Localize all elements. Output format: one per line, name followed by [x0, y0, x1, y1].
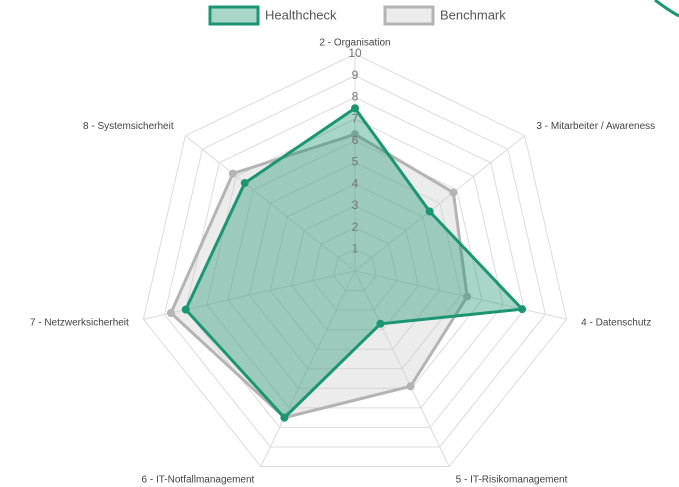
axis-label: 5 - IT-Risikomanagement	[456, 475, 568, 486]
spoke	[354, 270, 450, 467]
r-tick-label: 9	[352, 68, 359, 82]
spoke	[185, 135, 356, 272]
legend: Healthcheck Benchmark	[208, 5, 506, 26]
point	[240, 179, 249, 188]
grid-ring	[333, 248, 377, 292]
spoke	[354, 270, 567, 320]
point	[181, 305, 190, 314]
axis-label: 7 - Netzwerksicherheit	[30, 317, 129, 328]
series-area	[184, 106, 524, 420]
point	[425, 207, 434, 216]
point	[228, 169, 237, 178]
grid-ring	[142, 53, 568, 468]
r-tick-label: 5	[352, 155, 359, 169]
corner-decoration	[654, 0, 679, 18]
point	[449, 188, 458, 197]
point	[406, 382, 415, 391]
r-tick-label: 10	[348, 46, 362, 60]
grid-ring	[227, 140, 483, 389]
r-tick-label: 2	[352, 220, 359, 234]
grid-ring	[206, 118, 504, 409]
axis-label: 4 - Datenschutz	[581, 317, 651, 328]
legend-label: Healthcheck	[265, 7, 337, 22]
grid-ring	[290, 205, 420, 331]
r-tick-label: 3	[352, 198, 359, 212]
axis-label: 8 - Systemsicherheit	[83, 121, 174, 132]
r-tick-label: 8	[352, 90, 359, 104]
r-tick-label: 6	[352, 133, 359, 147]
point	[166, 309, 175, 318]
legend-swatch	[208, 5, 260, 26]
grid-ring	[185, 96, 525, 428]
r-tick-label: 7	[352, 111, 359, 125]
grid-ring	[312, 227, 398, 311]
point	[280, 413, 289, 422]
point	[351, 104, 359, 113]
spoke	[354, 135, 525, 272]
grid-ring	[248, 161, 462, 370]
legend-label: Benchmark	[440, 7, 506, 22]
legend-swatch	[383, 5, 435, 26]
r-tick-label: 1	[352, 241, 359, 255]
point	[518, 305, 527, 314]
r-tick-label: 4	[352, 176, 359, 190]
point	[376, 319, 385, 328]
spoke	[143, 270, 356, 320]
ticks: 1 2 3 4 5 6 7 8 9 10	[348, 46, 362, 255]
series-area	[169, 132, 469, 420]
grid-ring	[164, 75, 546, 448]
axis-label: 6 - IT-Notfallmanagement	[142, 475, 255, 486]
labels: 2 - Organisation 3 - Mitarbeiter / Awaren…	[30, 38, 655, 486]
grid	[142, 53, 568, 468]
point	[463, 292, 472, 301]
spoke	[260, 270, 356, 467]
point	[351, 130, 359, 139]
plot	[166, 104, 527, 422]
axis-label: 3 - Mitarbeiter / Awareness	[536, 121, 655, 132]
axis-label: 2 - Organisation	[319, 38, 390, 49]
